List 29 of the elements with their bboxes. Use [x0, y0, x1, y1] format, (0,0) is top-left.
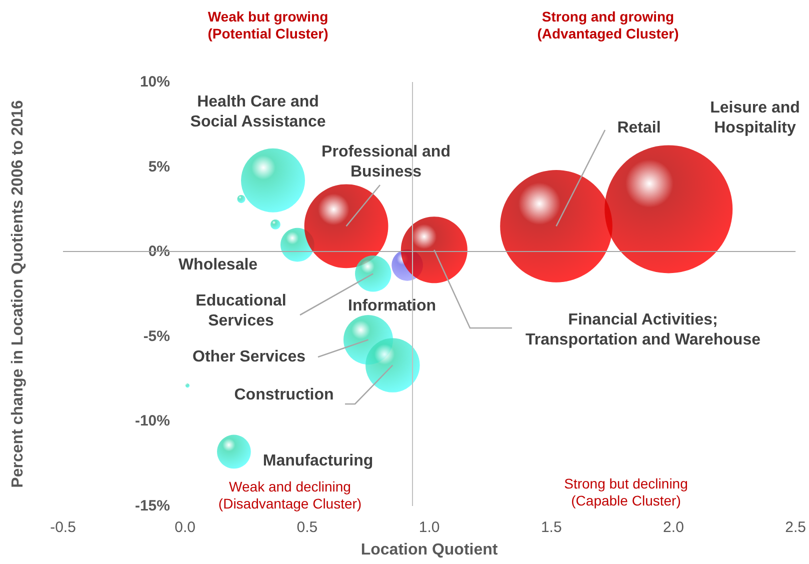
x-tick-label: 0.5 — [296, 519, 318, 536]
y-tick-label: -15% — [134, 498, 170, 514]
x-tick-label: 2.0 — [663, 519, 684, 536]
annotation: Leisure and Hospitality — [710, 100, 800, 136]
annotation: Wholesale — [178, 256, 258, 274]
x-tick-label: 1.0 — [418, 519, 440, 536]
y-axis-title: Percent change in Location Quotients 2006 to 2016 — [10, 100, 26, 488]
annotation: Health Care and Social Assistance — [190, 94, 326, 130]
annotation: Professional and Business — [322, 144, 450, 180]
annotation: Retail — [617, 120, 661, 136]
y-tick-label: -10% — [134, 412, 170, 430]
x-tick-label: 1.5 — [540, 519, 562, 536]
annotation: Other Services — [192, 348, 306, 366]
annotation: Financial Activities; Transportation and Warehouse — [526, 312, 761, 348]
annotation: Manufacturing — [262, 452, 374, 470]
x-axis-title: Location Quotient — [360, 542, 498, 558]
text: Strong and growing (Advantaged Cluster) — [537, 8, 679, 42]
annotation: Educational Services — [196, 292, 286, 330]
annotation: Strong but declining (Capable Cluster) — [564, 476, 688, 508]
x-tick-label: 2.5 — [785, 519, 806, 536]
text: Weak but growing (Potential Cluster) — [208, 8, 328, 42]
x-tick-label: 0.0 — [174, 519, 196, 536]
annotation: Information — [348, 298, 436, 314]
y-tick-label: -5% — [143, 328, 170, 345]
x-tick-label: -0.5 — [50, 519, 76, 536]
annotation: Weak and declining (Disadvantage Cluster) — [218, 478, 362, 512]
y-tick-label: 10% — [140, 74, 170, 90]
annotation: Construction — [234, 386, 334, 404]
y-tick-label: 5% — [148, 158, 170, 176]
